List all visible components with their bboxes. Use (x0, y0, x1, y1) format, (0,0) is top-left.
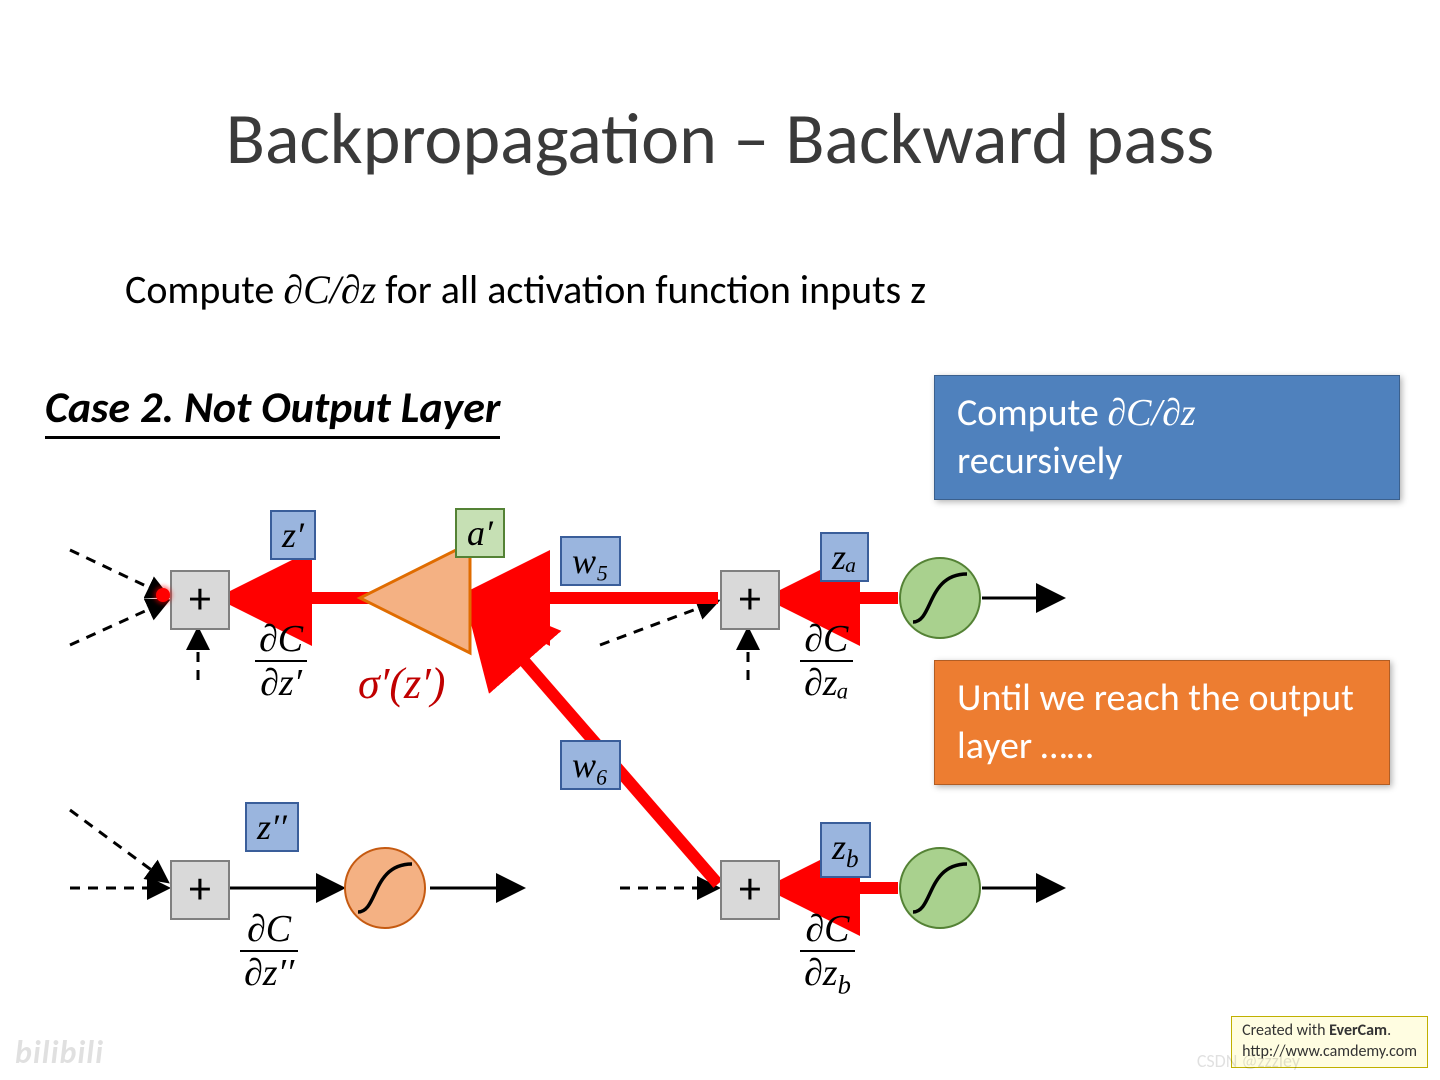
frac-dza: ∂C ∂zₐ (800, 620, 853, 702)
subtitle-expr: ∂C/∂z (283, 267, 376, 312)
label-zprime: z′ (270, 510, 316, 560)
label-zb: zb (820, 822, 871, 878)
subtitle-post: for all activation function inputs z (376, 265, 926, 314)
plus-node-1: + (170, 570, 230, 630)
label-za: zₐ (820, 532, 869, 582)
plus-node-4: + (720, 860, 780, 920)
frac-dzp: ∂z′ (255, 662, 307, 702)
label-w6: w₆ (560, 740, 621, 790)
callout-blue-pre: Compute (957, 390, 1107, 436)
dash-in-1b (70, 602, 165, 645)
dash-in-1a (70, 550, 165, 595)
frac-dzpp-bot: ∂z′′ (240, 952, 298, 992)
sigmoid-orange (345, 848, 425, 928)
sigmoid-green-a (900, 558, 980, 638)
sigma-label: σ′(z′) (358, 658, 445, 709)
dash-in-2a (70, 810, 165, 880)
label-aprime: a′ (455, 508, 505, 558)
label-zpp: z′′ (245, 802, 299, 852)
plus-node-2: + (170, 860, 230, 920)
subtitle-pre: Compute (125, 265, 283, 314)
frac-dzb: ∂C ∂zb (800, 910, 855, 998)
plus-node-3: + (720, 570, 780, 630)
dash-in-3b (600, 602, 715, 645)
frac-dc-3: ∂C (800, 910, 855, 952)
frac-dzb-bot: ∂zb (800, 952, 855, 998)
laser-pointer (156, 588, 170, 602)
callout-blue-expr: ∂C/∂z (1107, 392, 1195, 434)
frac-dc-1: ∂C (255, 620, 307, 662)
title: Backpropagation – Backward pass (0, 95, 1440, 183)
evercam-bold: EverCam (1329, 1021, 1387, 1040)
bilibili-watermark: bilibili (15, 1033, 104, 1072)
frac-dzpp: ∂C ∂z′′ (240, 910, 298, 992)
subtitle: Compute ∂C/∂z for all activation functio… (125, 265, 926, 314)
frac-dc-2: ∂C (800, 620, 853, 662)
frac-dza-bot: ∂zₐ (800, 662, 853, 702)
slide: Backpropagation – Backward pass Compute … (0, 0, 1440, 1080)
frac-dzprime: ∂C ∂z′ (255, 620, 307, 702)
csdn-watermark: CSDN @zzzley (1197, 1050, 1300, 1072)
diagram: + + + + z′ a′ w₅ w₆ zₐ zb z′′ ∂C ∂z′ ∂C … (40, 450, 1100, 1050)
triangle-amp (360, 543, 470, 653)
frac-dc-4: ∂C (240, 910, 298, 952)
evercam-pre: Created with (1242, 1021, 1329, 1040)
sigmoid-green-b (900, 848, 980, 928)
case-label: Case 2. Not Output Layer (45, 380, 500, 439)
label-w5: w₅ (560, 536, 621, 586)
